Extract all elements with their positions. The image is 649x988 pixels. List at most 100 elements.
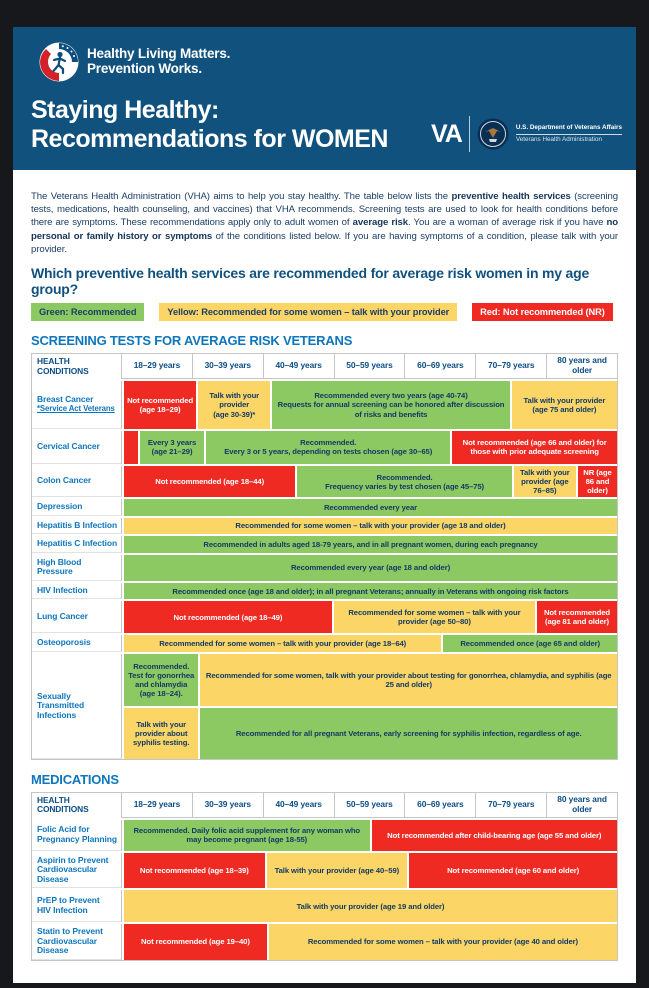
page-title: Staying Healthy: Recommendations for WOM… [31,96,388,154]
document-page: Healthy Living Matters. Prevention Works… [13,27,636,983]
table-cell-red: Not recommended after child-bearing age … [371,819,617,851]
table-cell-yellow: Talk with your provider (age 30-39)* [198,380,271,429]
logo-line-2: Prevention Works. [87,61,202,76]
row-cells: Not recommended (age 18–44) Recommended. … [124,465,617,498]
column-header-conditions: HEALTH CONDITIONS [32,354,122,379]
va-seal-icon [477,118,509,150]
recommendations-table-1: HEALTH CONDITIONS 18–29 years 30–39 years 4… [31,791,618,961]
title-line-2: Recommendations for WOMEN [31,125,388,153]
table-cell-red: Not recommended (age 81 and older) [536,601,617,634]
table-cell-green: Recommended every two years (age 40-74) … [272,380,510,429]
table-subrow: Recommended. Test for gonorrhea and chla… [124,653,617,706]
table-cell-green: Recommended. Every 3 or 5 years, dependi… [206,430,451,464]
column-header-age: 18–29 years [122,354,193,379]
table-cell-red: Not recommended (age 60 and older) [409,852,618,889]
banner: Healthy Living Matters. Prevention Works… [13,27,636,170]
condition-name: HIV Infection [37,584,88,595]
table-cell-green: Recommended every year (age 18 and older… [124,554,617,581]
condition-label: Lung Cancer [32,601,122,634]
condition-name: Lung Cancer [37,611,88,622]
table-cell-green: Recommended once (age 18 and older); in … [124,582,617,600]
row-cells: Not recommended (age 18–39) Talk with you… [124,852,618,889]
table-row: Depression Recommended every year [32,499,617,516]
condition-name: High Blood Pressure [37,556,82,577]
table-row: Folic Acid for Pregnancy Planning Recomme… [32,819,617,851]
condition-label: PrEP to Prevent HIV Infection [32,890,122,923]
section-heading-0: SCREENING TESTS FOR AVERAGE RISK VETERAN… [31,333,353,349]
table-header-row: HEALTH CONDITIONS 18–29 years 30–39 years 4… [32,354,618,379]
table-cell-yellow: Recommended for some women – talk with y… [124,517,617,535]
condition-name: Folic Acid for Pregnancy Planning [37,824,117,844]
va-acronym: VA [430,119,463,148]
condition-name: Hepatitis B Infection [37,519,118,530]
table-row: High Blood Pressure Recommended every yea… [32,554,617,581]
table-cell-yellow: Talk with your provider about syphilis t… [124,707,199,759]
column-headers: 18–29 years 30–39 years 40–49 years 50–59 y… [122,792,618,818]
table-row: Lung Cancer Not recommended (age 18–49) Re… [32,601,617,634]
condition-name: Breast Cancer [37,394,94,405]
condition-label: Breast Cancer *Service Act Veterans [32,380,122,429]
table-row: Osteoporosis Recommended for some women –… [32,635,617,652]
row-cells: Not recommended (age 18–49) Recommended f… [124,601,617,634]
column-header-age: 18–29 years [122,792,193,818]
condition-label: Cervical Cancer [32,430,122,464]
content: The Veterans Health Administration (VHA)… [13,170,636,983]
table-cell-red: Not recommended (age 18–29) [124,380,197,429]
column-header-conditions: HEALTH CONDITIONS [32,792,122,818]
table-cell-red: NR (age 86 and older) [577,465,617,498]
row-cells: Recommended. Daily folic acid supplement… [124,819,617,851]
table-cell-yellow: Recommended for some women – talk with y… [268,924,617,960]
row-cells: Recommended every year [124,499,617,516]
va-admin-line: Veterans Health Administration [515,133,622,144]
table-row: Cervical Cancer Every 3 years (age 21–29)… [32,430,617,464]
table-cell-yellow: Recommended for some women – talk with y… [124,635,442,652]
row-cells: Every 3 years (age 21–29) Recommended. Ev… [124,430,617,464]
table-row: Sexually Transmitted Infections Recommend… [32,653,617,759]
table-cell-green: Recommended. Test for gonorrhea and chla… [124,653,199,706]
column-header-age: 50–59 years [334,354,406,379]
table-row: Breast Cancer *Service Act Veterans Not re… [32,380,617,429]
condition-note-link[interactable]: *Service Act Veterans [37,403,115,413]
legend-chip-red: Red: Not recommended (NR) [472,303,613,322]
table-row: Colon Cancer Not recommended (age 18–44) R… [32,465,617,498]
hlm-logo-text: Healthy Living Matters. Prevention Works… [87,47,230,76]
column-header-age: 70–79 years [476,354,548,379]
hlm-logo-icon [39,42,79,82]
table-cell-green: Recommended once (age 65 and older) [443,635,617,652]
condition-label: HIV Infection [32,582,122,600]
table-row: Aspirin to Prevent Cardiovascular Diseas… [32,852,618,889]
table-cell-yellow: Talk with your provider (age 19 and olde… [124,890,617,923]
tables-container: SCREENING TESTS FOR AVERAGE RISK VETERAN… [31,333,618,961]
table-cell-green: Every 3 years (age 21–29) [139,430,205,464]
condition-label: Statin to Prevent Cardiovascular Disease [32,924,122,960]
title-line-1: Staying Healthy: [31,96,219,124]
column-header-age: 80 years and older [547,792,618,818]
condition-label: Sexually Transmitted Infections [32,653,122,759]
row-cells: Talk with your provider (age 19 and olde… [124,890,617,923]
condition-name: Osteoporosis [37,637,91,648]
legend: Green: Recommended Yellow: Recommended fo… [31,303,618,322]
va-divider [468,116,470,152]
table-cell-green: Recommended in adults aged 18-79 years, … [124,536,617,553]
subrow-column: Recommended. Test for gonorrhea and chla… [124,653,617,759]
row-cells: Recommended for some women – talk with y… [124,635,617,652]
intro-segment: . You are a woman of average risk if you… [408,217,607,229]
table-row: Hepatitis C Infection Recommended in adul… [32,536,617,553]
table-cell-yellow: Talk with your provider (age 40–59) [266,852,408,889]
intro-bold-segment: no personal or family history or symptom… [31,217,619,242]
condition-label: Aspirin to Prevent Cardiovascular Diseas… [32,852,122,889]
condition-name: Colon Cancer [37,475,92,486]
intro-bold-segment: preventive health services [451,191,571,202]
table-cell-green: Recommended. Frequency varies by test ch… [297,465,512,498]
section-heading-1: MEDICATIONS [31,771,119,787]
condition-name: Statin to Prevent Cardiovascular Disease [37,926,103,956]
condition-label: Hepatitis B Infection [32,517,122,535]
column-header-age: 80 years and older [547,354,618,379]
table-cell-yellow: Talk with your provider (age 75 and olde… [511,380,617,429]
question-heading: Which preventive health services are rec… [31,265,590,298]
condition-name: Aspirin to Prevent Cardiovascular Diseas… [37,854,109,884]
condition-label: Colon Cancer [32,465,122,498]
table-cell-red: Not recommended (age 18–44) [124,465,296,498]
table-cell-yellow: Recommended for some women, talk with yo… [200,653,617,706]
condition-name: Cervical Cancer [37,441,100,452]
